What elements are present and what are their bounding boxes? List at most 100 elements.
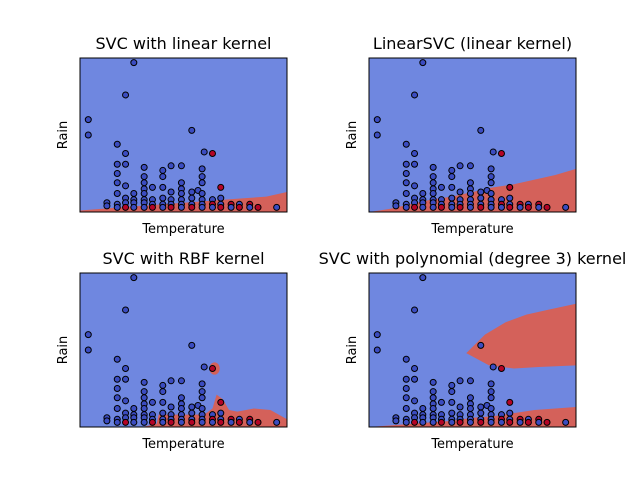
point-class-0 xyxy=(188,403,196,411)
point-class-0 xyxy=(448,398,456,406)
point-class-0 xyxy=(198,380,206,388)
point-class-0 xyxy=(411,306,419,314)
point-class-0 xyxy=(84,331,92,339)
point-class-0 xyxy=(113,179,121,187)
point-class-0 xyxy=(113,160,121,168)
point-class-0 xyxy=(411,149,419,157)
point-class-1 xyxy=(543,418,551,426)
point-class-1 xyxy=(217,418,225,426)
point-class-0 xyxy=(177,179,185,187)
point-class-0 xyxy=(466,418,474,426)
point-class-0 xyxy=(122,149,130,157)
point-class-1 xyxy=(235,418,243,426)
point-class-0 xyxy=(122,364,130,372)
point-class-0 xyxy=(130,405,138,413)
point-class-0 xyxy=(140,203,148,211)
point-class-0 xyxy=(477,403,485,411)
point-class-0 xyxy=(167,377,175,385)
point-class-0 xyxy=(188,126,196,134)
point-class-0 xyxy=(130,59,138,67)
point-class-0 xyxy=(429,179,437,187)
subplot-linearsvc: LinearSVC (linear kernel) Temperature Ra… xyxy=(345,34,577,237)
point-class-0 xyxy=(466,203,474,211)
class-1-region xyxy=(369,406,576,427)
point-class-0 xyxy=(411,160,419,168)
point-class-0 xyxy=(208,203,216,211)
point-class-0 xyxy=(419,59,427,67)
point-class-0 xyxy=(448,418,456,426)
point-class-0 xyxy=(140,179,148,187)
point-class-0 xyxy=(456,377,464,385)
x-axis-label: Temperature xyxy=(430,222,513,237)
point-class-0 xyxy=(411,397,419,405)
point-class-0 xyxy=(466,179,474,187)
point-class-0 xyxy=(198,173,206,181)
point-class-0 xyxy=(84,346,92,354)
point-class-0 xyxy=(246,418,254,426)
point-class-0 xyxy=(167,188,175,196)
point-class-0 xyxy=(140,163,148,171)
x-axis-label: Temperature xyxy=(141,437,224,452)
point-class-1 xyxy=(497,149,505,157)
point-class-0 xyxy=(373,346,381,354)
point-class-0 xyxy=(497,203,505,211)
point-class-0 xyxy=(177,394,185,402)
y-axis-label: Rain xyxy=(56,121,71,150)
point-class-0 xyxy=(419,274,427,282)
point-class-0 xyxy=(188,188,196,196)
point-class-0 xyxy=(159,409,167,417)
point-class-0 xyxy=(402,418,410,426)
point-class-0 xyxy=(477,126,485,134)
point-class-0 xyxy=(429,388,437,396)
point-class-0 xyxy=(140,173,148,181)
point-class-0 xyxy=(140,418,148,426)
class-1-region xyxy=(369,168,576,212)
point-class-0 xyxy=(113,418,121,426)
point-class-1 xyxy=(188,418,196,426)
point-class-0 xyxy=(419,418,427,426)
point-class-0 xyxy=(177,405,185,413)
point-class-0 xyxy=(113,203,121,211)
point-class-0 xyxy=(227,418,235,426)
point-class-0 xyxy=(402,385,410,392)
point-class-0 xyxy=(466,394,474,402)
point-class-1 xyxy=(122,203,130,211)
point-class-0 xyxy=(419,203,427,211)
point-class-0 xyxy=(489,148,497,156)
class-1-regions xyxy=(369,168,576,212)
point-class-0 xyxy=(159,194,167,202)
point-class-0 xyxy=(429,203,437,211)
point-class-1 xyxy=(217,398,225,406)
point-class-0 xyxy=(487,388,495,396)
point-class-0 xyxy=(113,394,121,402)
point-class-1 xyxy=(217,203,225,211)
point-class-0 xyxy=(402,179,410,187)
point-class-0 xyxy=(198,405,206,413)
point-class-0 xyxy=(429,190,437,198)
point-class-0 xyxy=(489,363,497,371)
point-class-0 xyxy=(466,405,474,413)
point-class-0 xyxy=(487,173,495,181)
point-class-0 xyxy=(84,131,92,139)
point-class-1 xyxy=(506,418,514,426)
point-class-0 xyxy=(113,355,121,363)
point-class-0 xyxy=(477,341,485,349)
point-class-0 xyxy=(217,194,225,202)
point-class-1 xyxy=(217,183,225,191)
y-axis-label: Rain xyxy=(345,336,360,365)
point-class-0 xyxy=(506,194,514,202)
x-axis-label: Temperature xyxy=(141,222,224,237)
point-class-0 xyxy=(103,202,111,210)
point-class-1 xyxy=(456,418,464,426)
point-class-0 xyxy=(113,385,121,392)
class-1-wedge xyxy=(466,303,576,369)
point-class-1 xyxy=(235,203,243,211)
point-class-0 xyxy=(140,405,148,413)
point-class-0 xyxy=(456,403,464,411)
point-class-0 xyxy=(140,378,148,386)
point-class-0 xyxy=(227,203,235,211)
point-class-1 xyxy=(497,364,505,372)
point-class-0 xyxy=(429,394,437,402)
point-class-0 xyxy=(246,203,254,211)
point-class-0 xyxy=(419,190,427,198)
